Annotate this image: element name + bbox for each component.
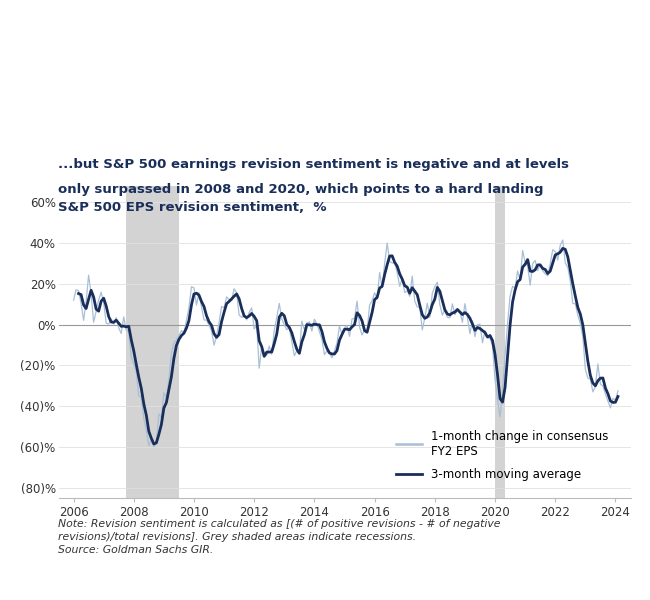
Bar bbox=[495, 186, 505, 498]
Text: only surpassed in 2008 and 2020, which points to a hard landing: only surpassed in 2008 and 2020, which p… bbox=[58, 183, 544, 196]
Text: S&P 500 EPS revision sentiment,  %: S&P 500 EPS revision sentiment, % bbox=[58, 201, 327, 214]
Text: ...but S&P 500 earnings revision sentiment is negative and at levels: ...but S&P 500 earnings revision sentime… bbox=[58, 158, 569, 171]
Bar bbox=[126, 186, 179, 498]
Text: Note: Revision sentiment is calculated as [(# of positive revisions - # of negat: Note: Revision sentiment is calculated a… bbox=[58, 519, 501, 556]
Legend: 1-month change in consensus
FY2 EPS, 3-month moving average: 1-month change in consensus FY2 EPS, 3-m… bbox=[391, 425, 613, 486]
